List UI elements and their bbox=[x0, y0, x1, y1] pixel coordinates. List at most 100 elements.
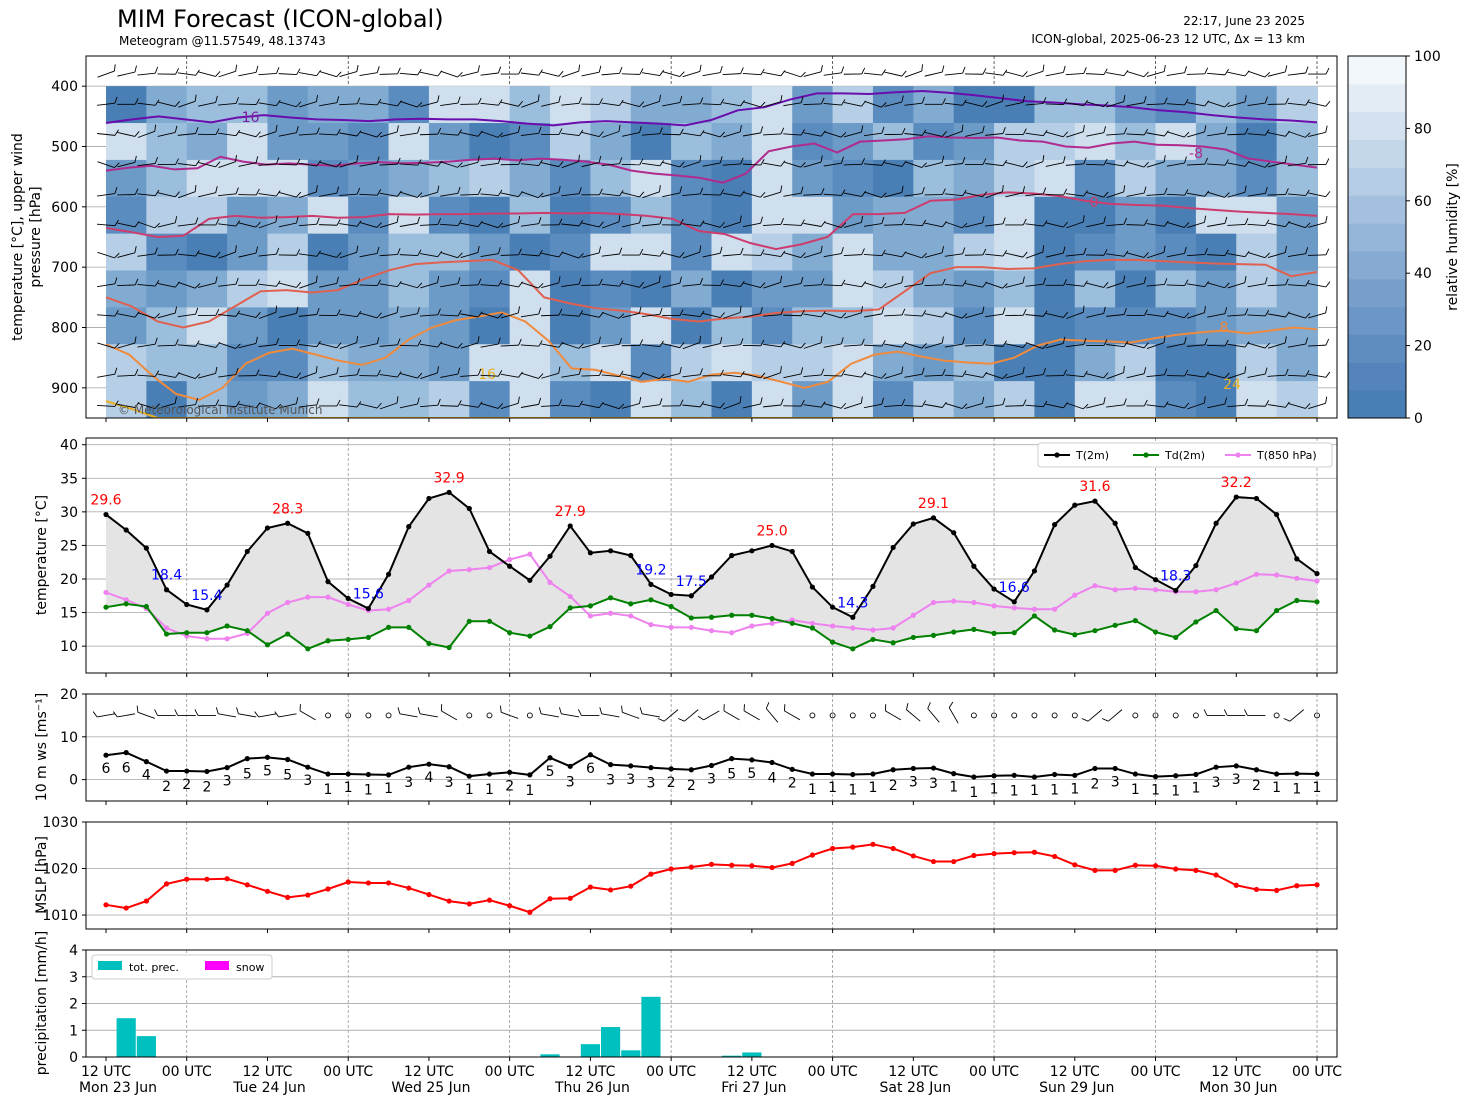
barb-shaft bbox=[1126, 252, 1145, 258]
wind-barb bbox=[1186, 157, 1208, 166]
barb-shaft bbox=[500, 283, 519, 288]
wind-barb bbox=[621, 396, 642, 409]
barb-flag bbox=[174, 216, 178, 223]
barb-shaft bbox=[1066, 131, 1084, 138]
wind-barb bbox=[1106, 70, 1129, 77]
barb-flag bbox=[356, 187, 361, 195]
wind-barb bbox=[1025, 154, 1045, 168]
wind-barb bbox=[1081, 709, 1103, 722]
wind-barb bbox=[581, 336, 601, 349]
barb-flag bbox=[1325, 371, 1331, 378]
series-T850hPa-point bbox=[910, 612, 916, 618]
colorbar-band bbox=[1348, 362, 1406, 391]
wind-barb bbox=[379, 215, 399, 228]
wind-speed-point bbox=[951, 771, 957, 777]
wind-barb bbox=[1146, 97, 1168, 106]
wind-barb bbox=[137, 99, 160, 106]
wind-barb bbox=[763, 341, 786, 348]
humidity-cell bbox=[711, 381, 753, 418]
barb-flag bbox=[578, 96, 582, 104]
wind-barb bbox=[137, 337, 158, 348]
chart-location: Meteogram @11.57549, 48.13743 bbox=[119, 34, 326, 48]
barb-flag bbox=[1062, 336, 1066, 344]
barb-shaft bbox=[1005, 101, 1024, 107]
barb-flag bbox=[1143, 71, 1149, 78]
barb-shaft bbox=[1126, 342, 1145, 349]
barb-flag bbox=[719, 156, 723, 164]
wind-speed-point bbox=[1233, 763, 1239, 769]
barb-shaft bbox=[601, 253, 620, 257]
wind-barb bbox=[985, 94, 1004, 108]
wind-barb bbox=[218, 97, 239, 106]
wind-speed-label: 1 bbox=[525, 783, 534, 799]
barb-flag bbox=[437, 275, 440, 283]
barb-shaft bbox=[178, 100, 196, 108]
humidity-cell bbox=[1155, 123, 1197, 161]
barb-flag bbox=[598, 98, 603, 105]
wind-barb bbox=[803, 97, 825, 106]
series-Td2m-point bbox=[1031, 613, 1038, 619]
wind-barb bbox=[1267, 311, 1290, 318]
barb-shaft bbox=[399, 373, 418, 379]
wind-barb bbox=[359, 131, 382, 138]
barb-flag bbox=[114, 343, 120, 349]
wind-barb bbox=[823, 337, 844, 348]
barb-flag bbox=[255, 246, 259, 254]
barb-shaft bbox=[278, 192, 297, 198]
wind-speed-point bbox=[264, 754, 271, 760]
humidity-cell bbox=[1276, 307, 1318, 346]
wind-barb bbox=[1247, 186, 1268, 197]
wind-barb bbox=[561, 96, 582, 106]
wind-barb bbox=[117, 246, 137, 258]
barb-flag bbox=[497, 132, 504, 138]
barb-shaft bbox=[561, 193, 580, 197]
y-axis-label: temperature [°C] bbox=[34, 495, 50, 615]
wind-barb bbox=[339, 310, 362, 318]
mslp-point bbox=[769, 864, 775, 871]
wind-speed-label: 5 bbox=[546, 764, 555, 780]
wind-barb bbox=[1005, 128, 1027, 136]
wind-barb bbox=[218, 220, 241, 227]
wind-barb bbox=[843, 248, 865, 257]
barb-shaft bbox=[1087, 709, 1103, 722]
wind-barb bbox=[137, 189, 160, 197]
wind-barb bbox=[238, 221, 261, 228]
barb-flag bbox=[1123, 275, 1126, 283]
barb-shaft bbox=[1287, 284, 1306, 287]
barb-flag bbox=[861, 125, 864, 133]
barb-flag bbox=[558, 70, 564, 77]
barb-shaft bbox=[419, 314, 438, 317]
barb-flag bbox=[840, 132, 847, 138]
series-Td2m-point bbox=[264, 642, 271, 648]
barb-shaft bbox=[1146, 223, 1165, 227]
wind-speed-point bbox=[345, 771, 351, 777]
barb-flag bbox=[1042, 343, 1049, 349]
series-T2m-point bbox=[1314, 571, 1320, 577]
wind-barb bbox=[299, 275, 318, 289]
barb-flag bbox=[114, 219, 119, 226]
barb-flag bbox=[499, 705, 502, 713]
barb-shaft bbox=[258, 283, 277, 287]
isotherm-label: -8 bbox=[1189, 146, 1203, 162]
extreme-label: 17.5 bbox=[676, 574, 707, 590]
wind-speed-point bbox=[1213, 764, 1219, 770]
wind-barb bbox=[1085, 158, 1108, 166]
humidity-cell bbox=[509, 381, 552, 418]
barb-shaft bbox=[137, 72, 156, 76]
wind-barb bbox=[783, 276, 804, 288]
humidity-cell bbox=[469, 159, 511, 198]
series-T850hPa-point bbox=[1274, 572, 1280, 578]
barb-flag bbox=[417, 216, 420, 224]
barb-shaft bbox=[1307, 344, 1327, 347]
wind-barb bbox=[399, 282, 423, 289]
barb-flag bbox=[417, 307, 420, 314]
barb-shaft bbox=[1308, 402, 1326, 409]
wind-speed-point bbox=[406, 764, 412, 770]
wind-barb bbox=[1086, 101, 1109, 108]
barb-flag bbox=[962, 66, 966, 74]
barb-shaft bbox=[1267, 342, 1286, 349]
barb-flag bbox=[901, 185, 904, 193]
wind-barb bbox=[278, 216, 299, 228]
wind-barb bbox=[601, 312, 625, 319]
wind-barb bbox=[1106, 94, 1126, 108]
